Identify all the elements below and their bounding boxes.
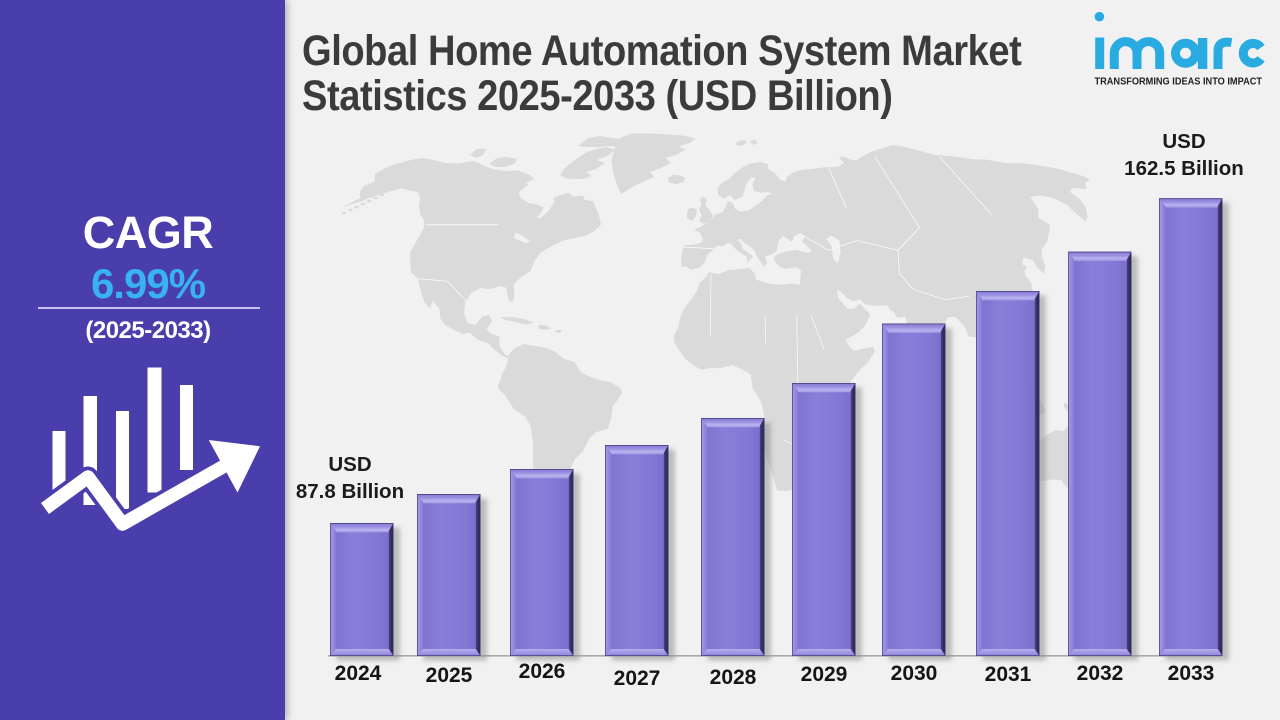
svg-text:TRANSFORMING IDEAS INTO IMPACT: TRANSFORMING IDEAS INTO IMPACT bbox=[1095, 77, 1263, 88]
